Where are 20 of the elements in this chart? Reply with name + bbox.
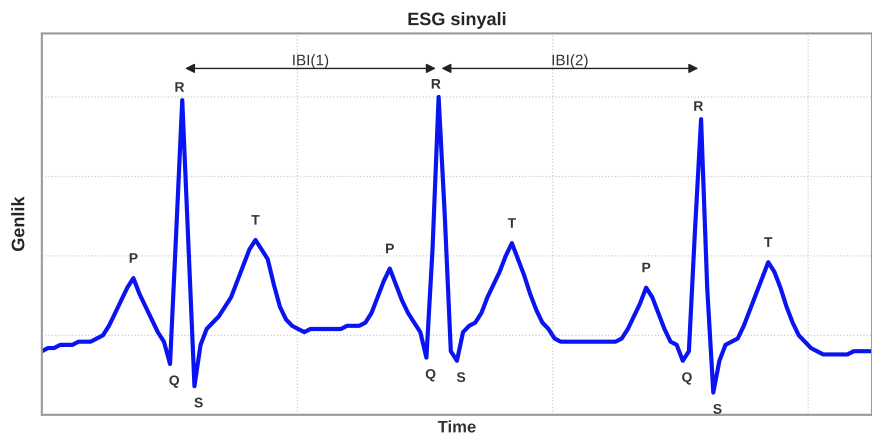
annotation: S (456, 372, 466, 382)
annotation: T (764, 237, 772, 247)
annotation: R (432, 79, 441, 89)
annotation: Q (426, 369, 436, 382)
annotation: S (713, 404, 722, 414)
y-axis-title: Genlik (11, 196, 24, 251)
x-axis-title: Time (438, 420, 476, 433)
annotation: P (386, 244, 394, 254)
annotation: S (194, 398, 203, 408)
chart-title: ESG sinyali (408, 12, 506, 29)
annotation: R (175, 82, 184, 92)
text: IBI(2) (552, 54, 588, 68)
annotation: P (642, 262, 650, 272)
annotation: T (508, 218, 516, 228)
annotation: P (130, 253, 138, 263)
annotation: T (251, 215, 260, 225)
annotation: Q (169, 375, 180, 388)
annotation: Q (682, 372, 692, 385)
annotation: R (694, 101, 704, 111)
text: IBI(1) (293, 54, 328, 68)
